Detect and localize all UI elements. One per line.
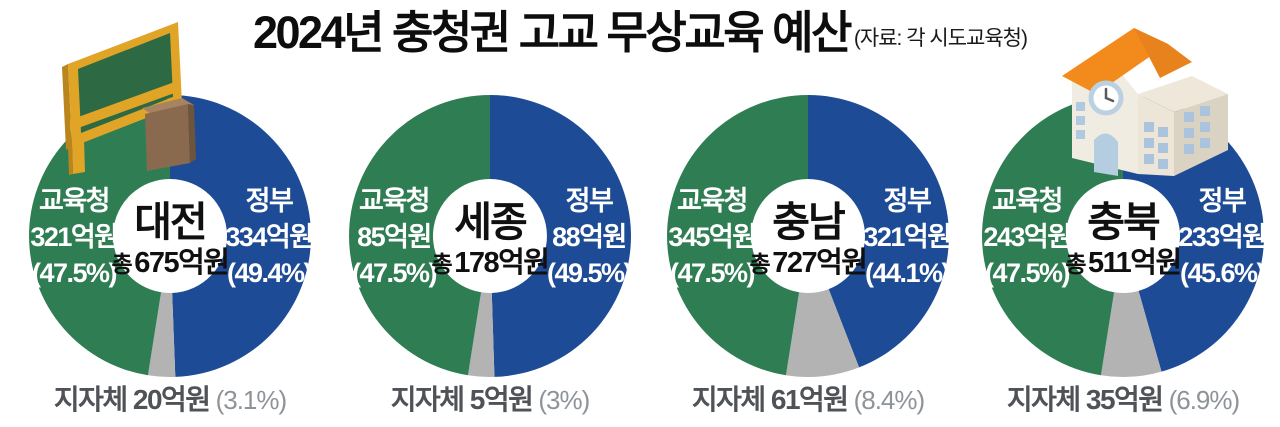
donut-chart-대전: 교육청 321억원 (47.5%) 정부 334억원 (49.4%) 대전 총 675억원 지자체… <box>10 86 330 426</box>
local-gov-amount: 지자체 5억원 <box>390 384 534 415</box>
slice-교육청-충남 <box>667 95 808 376</box>
local-government-label-충북: 지자체 35억원 (6.9%) <box>963 378 1280 418</box>
slice-교육청-세종 <box>349 95 490 376</box>
total-amount: 총 727억원 <box>749 247 868 280</box>
header: 2024년 충청권 고교 무상교육 예산 (자료: 각 시도교육청) <box>0 8 1280 58</box>
education-office-label-충남: 교육청 345억원 (47.5%) <box>668 186 757 288</box>
local-gov-amount: 지자체 35억원 <box>1006 384 1164 415</box>
slice-지자체-대전 <box>147 292 176 377</box>
total-amount: 총 675억원 <box>111 247 230 280</box>
local-government-label-충남: 지자체 61억원 (8.4%) <box>648 378 968 418</box>
center-label-세종: 세종 총 178억원 <box>405 199 575 281</box>
school-building-icon <box>1062 28 1228 176</box>
local-gov-amount: 지자체 20억원 <box>53 384 211 415</box>
center-label-충남: 충남 총 727억원 <box>723 199 893 281</box>
local-gov-pct: (3%) <box>538 385 590 415</box>
region-name: 세종 <box>454 199 527 245</box>
slice-정부-대전 <box>170 95 311 377</box>
slice-지자체-세종 <box>467 292 495 377</box>
total-amount: 총 511억원 <box>1065 247 1182 280</box>
government-label-대전: 정부 334억원 (49.4%) <box>225 186 314 288</box>
donut-충남 <box>667 95 949 377</box>
center-label-대전: 대전 총 675억원 <box>85 199 255 281</box>
donut-대전 <box>29 95 311 377</box>
education-office-label-세종: 교육청 85억원 (47.5%) <box>351 186 438 288</box>
region-name: 충북 <box>1087 199 1160 245</box>
total-amount: 총 178억원 <box>431 247 550 280</box>
region-name: 대전 <box>134 199 207 245</box>
education-office-label-대전: 교육청 321억원 (47.5%) <box>30 186 119 288</box>
slice-지자체-충북 <box>1100 290 1162 377</box>
government-label-세종: 정부 88억원 (49.5%) <box>546 186 633 288</box>
government-label-충남: 정부 321억원 (44.1%) <box>863 186 952 288</box>
donut-chart-세종: 교육청 85억원 (47.5%) 정부 88억원 (49.5%) 세종 총 178억원 지자체 5… <box>330 86 650 426</box>
slice-지자체-충남 <box>785 289 860 377</box>
slice-정부-세종 <box>490 95 631 377</box>
slice-교육청-대전 <box>29 95 170 376</box>
slice-정부-충남 <box>808 95 949 368</box>
chalkboard-with-podium-icon <box>62 22 196 175</box>
donut-세종 <box>349 95 631 377</box>
government-label-충북: 정부 233억원 (45.6%) <box>1178 186 1267 288</box>
local-gov-pct: (6.9%) <box>1168 385 1241 415</box>
local-government-label-대전: 지자체 20억원 (3.1%) <box>10 378 330 418</box>
local-gov-pct: (3.1%) <box>215 385 288 415</box>
slice-교육청-충북 <box>982 95 1123 376</box>
donut-chart-충북: 교육청 243억원 (47.5%) 정부 233억원 (45.6%) 충북 총 511억원 지자체… <box>963 86 1280 426</box>
source-note: (자료: 각 시도교육청) <box>853 26 1028 50</box>
local-government-label-세종: 지자체 5억원 (3%) <box>330 378 650 418</box>
page-title: 2024년 충청권 고교 무상교육 예산 <box>253 7 852 58</box>
local-gov-pct: (8.4%) <box>853 385 926 415</box>
center-label-충북: 충북 총 511억원 <box>1038 199 1208 281</box>
donut-chart-충남: 교육청 345억원 (47.5%) 정부 321억원 (44.1%) 충남 총 727억원 지자체… <box>648 86 968 426</box>
local-gov-amount: 지자체 61억원 <box>691 384 849 415</box>
region-name: 충남 <box>772 199 845 245</box>
education-office-label-충북: 교육청 243억원 (47.5%) <box>983 186 1072 288</box>
